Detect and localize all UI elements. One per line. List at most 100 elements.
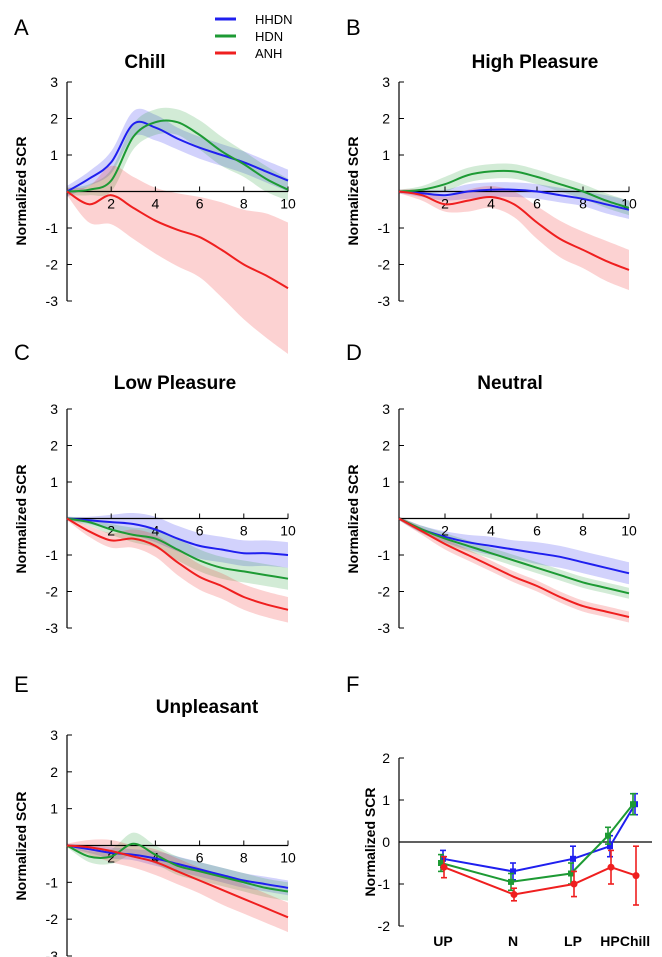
y-tick-label: -2 bbox=[46, 911, 59, 927]
point-hdn bbox=[630, 801, 636, 808]
x-tick-label: 6 bbox=[196, 850, 204, 866]
panel-letter-c: C bbox=[14, 340, 30, 365]
panel-title-high-pleasure: High Pleasure bbox=[472, 52, 599, 73]
y-tick-label: -1 bbox=[46, 220, 59, 236]
series-line-hdn bbox=[398, 517, 630, 595]
plot-area-neutral: 3 2 1 -1 -2 -3 2 4 6 8 10 bbox=[378, 401, 637, 636]
x-tick-label: 10 bbox=[280, 523, 296, 539]
panel-b: B High Pleasure Normalized SCR 3 2 1 -1 -2 -3… bbox=[345, 15, 637, 309]
y-tick-label: 0 bbox=[382, 834, 390, 850]
x-tick-label: 6 bbox=[533, 196, 541, 212]
band-hdn bbox=[399, 163, 629, 216]
band-hhdn bbox=[67, 843, 288, 896]
point-hdn bbox=[438, 860, 444, 866]
x-tick-label: 8 bbox=[240, 850, 248, 866]
panel-letter-b: B bbox=[346, 15, 361, 40]
y-tick-label: -1 bbox=[46, 547, 59, 563]
panel-title-unpleasant: Unpleasant bbox=[156, 697, 259, 718]
y-tick-label: 3 bbox=[50, 401, 58, 417]
plot-area-high-pleasure: 321-1-2-32 4 6 8 10 bbox=[378, 74, 637, 309]
series-line-hhdn bbox=[66, 517, 289, 556]
y-tick-label: 1 bbox=[382, 474, 390, 490]
y-tick-label: 1 bbox=[50, 474, 58, 490]
y-tick-label: 3 bbox=[382, 401, 390, 417]
y-tick-label: -2 bbox=[378, 584, 391, 600]
band-anh bbox=[67, 839, 288, 933]
y-tick-label: 3 bbox=[382, 74, 390, 90]
x-tick-label: 6 bbox=[196, 523, 204, 539]
y-tick-label: 1 bbox=[50, 801, 58, 817]
y-tick-label: 2 bbox=[50, 764, 58, 780]
point-anh bbox=[570, 880, 578, 888]
y-tick-label: -2 bbox=[378, 257, 391, 273]
series-line-hdn bbox=[66, 119, 289, 193]
x-tick-label: 8 bbox=[240, 523, 248, 539]
x-tick-label: 8 bbox=[579, 523, 587, 539]
y-tick-label: 1 bbox=[382, 792, 390, 808]
x-tick-label: 6 bbox=[533, 523, 541, 539]
point-anh bbox=[510, 891, 518, 898]
y-axis-label: Normalized SCR bbox=[13, 792, 29, 901]
y-tick-label: -2 bbox=[378, 918, 391, 934]
category-label-n: N bbox=[508, 933, 518, 949]
plot-area-unpleasant: 321-1-2-32 4 6 8 10 bbox=[46, 727, 296, 957]
x-tick-label: 10 bbox=[621, 523, 637, 539]
y-tick-label: -3 bbox=[46, 293, 59, 309]
x-tick-label: 4 bbox=[487, 196, 495, 212]
x-tick-label: 8 bbox=[579, 196, 587, 212]
y-tick-label: -1 bbox=[378, 547, 391, 563]
series-line-anh bbox=[66, 844, 289, 919]
y-tick-label: -2 bbox=[46, 584, 59, 600]
y-tick-label: 2 bbox=[382, 111, 390, 127]
y-tick-label: 2 bbox=[50, 111, 58, 127]
panel-letter-d: D bbox=[346, 340, 362, 365]
point-hhdn bbox=[607, 843, 613, 850]
band-anh bbox=[399, 185, 629, 291]
panel-letter-a: A bbox=[14, 15, 29, 40]
y-tick-label: -1 bbox=[378, 220, 391, 236]
legend: HHDN HDN ANH bbox=[215, 12, 293, 61]
series-line-hdn bbox=[398, 169, 630, 209]
y-tick-label: 3 bbox=[50, 727, 58, 743]
y-tick-label: 2 bbox=[50, 438, 58, 454]
x-tick-label: 2 bbox=[441, 523, 449, 539]
y-axis-label: Normalized SCR bbox=[345, 137, 361, 246]
band-anh bbox=[67, 516, 288, 623]
panel-letter-e: E bbox=[14, 672, 29, 697]
band-hdn bbox=[67, 516, 288, 590]
x-tick-label: 2 bbox=[107, 196, 115, 212]
panel-f: F Normalized SCR 2 1 0 -1 -2 UP N LP HP Chill bbox=[346, 672, 652, 949]
category-label-hp: HP bbox=[600, 933, 619, 949]
series-line-anh bbox=[398, 517, 630, 618]
series-line-hdn bbox=[66, 517, 289, 580]
y-tick-label: 2 bbox=[382, 438, 390, 454]
y-tick-label: 2 bbox=[382, 750, 390, 766]
y-tick-label: 1 bbox=[50, 147, 58, 163]
y-tick-label: -3 bbox=[378, 620, 391, 636]
plot-area-low-pleasure: 321-1-2-32 4 6 8 10 bbox=[46, 401, 296, 636]
series-line-hhdn bbox=[398, 188, 630, 211]
point-hhdn bbox=[440, 855, 446, 862]
series-line-anh bbox=[66, 517, 289, 611]
band-hhdn bbox=[67, 108, 288, 197]
point-anh bbox=[632, 872, 640, 880]
legend-label-anh: ANH bbox=[255, 46, 282, 61]
y-tick-label: -3 bbox=[378, 293, 391, 309]
x-tick-label: 4 bbox=[152, 196, 160, 212]
panel-letter-f: F bbox=[346, 672, 359, 697]
series-line-hdn bbox=[66, 842, 289, 893]
category-label-chill: Chill bbox=[620, 933, 650, 949]
y-axis-label: Normalized SCR bbox=[345, 465, 361, 574]
category-label-up: UP bbox=[433, 933, 452, 949]
band-anh bbox=[67, 165, 288, 354]
panel-e: E Unpleasant Normalized SCR 321-1-2-32 4 6… bbox=[13, 672, 296, 957]
point-hhdn bbox=[510, 868, 516, 875]
x-tick-label: 6 bbox=[196, 196, 204, 212]
plot-area-summary: 2 1 0 -1 -2 UP N LP HP Chill bbox=[378, 750, 652, 949]
series-line-anh bbox=[398, 190, 630, 271]
y-axis-label: Normalized SCR bbox=[362, 788, 378, 897]
y-tick-label: -2 bbox=[46, 257, 59, 273]
y-tick-label: -1 bbox=[46, 874, 59, 890]
series-line-anh bbox=[66, 190, 289, 290]
